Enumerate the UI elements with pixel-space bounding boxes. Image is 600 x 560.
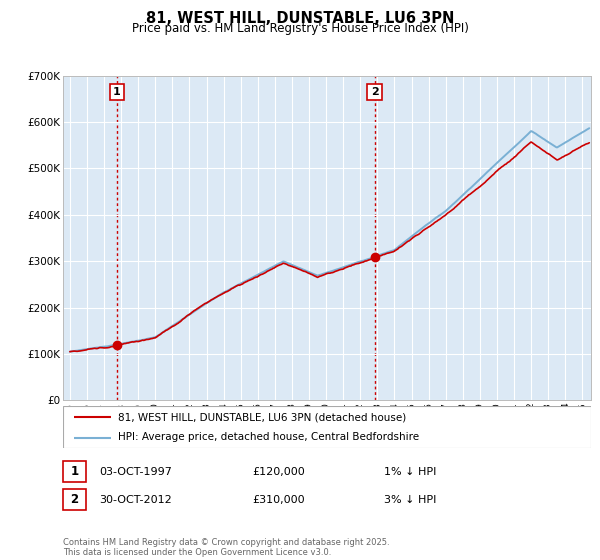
Text: 2: 2 xyxy=(371,87,379,97)
Text: 03-OCT-1997: 03-OCT-1997 xyxy=(99,466,172,477)
Text: 2: 2 xyxy=(70,493,79,506)
Text: 30-OCT-2012: 30-OCT-2012 xyxy=(99,494,172,505)
Text: Contains HM Land Registry data © Crown copyright and database right 2025.
This d: Contains HM Land Registry data © Crown c… xyxy=(63,538,389,557)
Text: 81, WEST HILL, DUNSTABLE, LU6 3PN: 81, WEST HILL, DUNSTABLE, LU6 3PN xyxy=(146,11,454,26)
Text: £310,000: £310,000 xyxy=(252,494,305,505)
FancyBboxPatch shape xyxy=(63,406,591,448)
Text: 1% ↓ HPI: 1% ↓ HPI xyxy=(384,466,436,477)
Text: 1: 1 xyxy=(70,465,79,478)
Text: Price paid vs. HM Land Registry's House Price Index (HPI): Price paid vs. HM Land Registry's House … xyxy=(131,22,469,35)
Text: 81, WEST HILL, DUNSTABLE, LU6 3PN (detached house): 81, WEST HILL, DUNSTABLE, LU6 3PN (detac… xyxy=(118,412,407,422)
Text: £120,000: £120,000 xyxy=(252,466,305,477)
Text: HPI: Average price, detached house, Central Bedfordshire: HPI: Average price, detached house, Cent… xyxy=(118,432,419,442)
Text: 3% ↓ HPI: 3% ↓ HPI xyxy=(384,494,436,505)
Text: 1: 1 xyxy=(113,87,121,97)
